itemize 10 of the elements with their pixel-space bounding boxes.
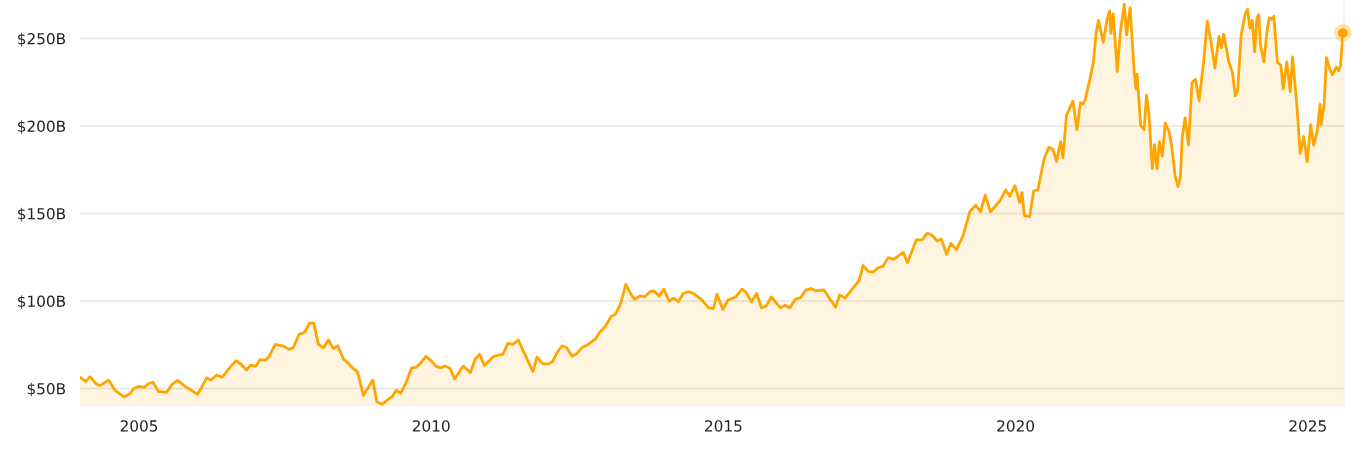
y-tick-label: $100B [18,295,66,310]
x-tick-label: 2015 [705,420,742,432]
y-tick-label: $250B [18,32,66,47]
x-tick-label: 2010 [412,420,450,432]
y-tick-label: $50B [27,382,66,397]
y-tick-label: $150B [18,207,66,222]
x-tick-label: 2005 [120,420,158,432]
x-tick-label: 2020 [997,420,1035,432]
y-tick-label: $200B [18,120,66,135]
x-tick-label: 2025 [1289,420,1326,432]
